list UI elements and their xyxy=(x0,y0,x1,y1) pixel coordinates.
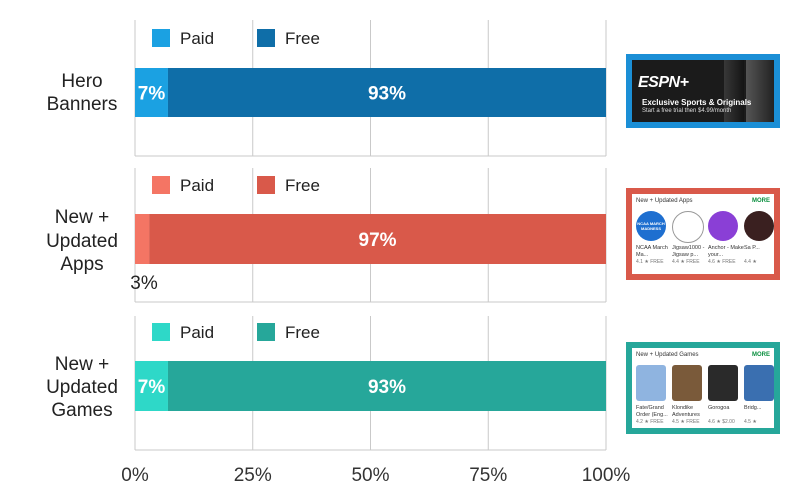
hero-banner-image: ESPN+ Exclusive Sports & Originals Start… xyxy=(632,60,774,122)
game-icon xyxy=(672,365,702,401)
game-icon xyxy=(744,365,774,401)
legend-swatch xyxy=(257,29,275,47)
espn-logo: ESPN+ xyxy=(638,74,689,91)
category-label: Apps xyxy=(60,254,103,275)
app-name: NCAA March Ma... xyxy=(636,245,668,258)
hero-banner-thumbnail: ESPN+ Exclusive Sports & Originals Start… xyxy=(626,54,780,128)
bar-segment-paid xyxy=(135,68,168,117)
app-icon xyxy=(672,211,704,243)
category-label: Updated xyxy=(46,231,118,252)
legend-swatch xyxy=(152,176,170,194)
updated-apps-thumbnail: New + Updated Apps MORE NCAA MARCH MADNE… xyxy=(626,188,780,280)
hero-banner-art xyxy=(746,60,774,122)
category-label: Hero xyxy=(61,71,102,92)
data-label: 93% xyxy=(368,84,406,105)
app-name: Jigsaw1000 - Jigsaw p... xyxy=(672,245,705,258)
game-name: Fate/Grand Order (Eng... xyxy=(636,405,668,418)
legend-swatch xyxy=(152,29,170,47)
updated-apps-card: New + Updated Apps MORE NCAA MARCH MADNE… xyxy=(632,194,774,274)
legend-swatch xyxy=(257,323,275,341)
game-name: Gorogoa xyxy=(708,405,730,411)
data-label: 93% xyxy=(368,377,406,398)
card-header: New + Updated Games xyxy=(636,352,699,358)
legend-swatch xyxy=(257,176,275,194)
data-label: 7% xyxy=(138,84,166,105)
updated-games-thumbnail: New + Updated Games MORE Fate/Grand Orde… xyxy=(626,342,780,434)
game-rating: 4.6 ★ $2.00 xyxy=(708,419,735,425)
game-name: Bridg... xyxy=(744,405,762,411)
app-rating: 4.4 ★ FREE xyxy=(672,259,700,265)
hero-banner-art xyxy=(724,60,744,122)
app-name: Sa P... xyxy=(744,245,760,251)
legend-label: Paid xyxy=(180,29,214,48)
legend-label: Paid xyxy=(180,323,214,342)
hero-banner-headline: Exclusive Sports & Originals xyxy=(642,98,752,107)
data-label: 7% xyxy=(138,377,166,398)
legend-label: Free xyxy=(285,29,320,48)
game-rating: 4.2 ★ FREE xyxy=(636,419,664,425)
more-link: MORE xyxy=(752,352,770,358)
legend-label: Paid xyxy=(180,176,214,195)
app-icon xyxy=(744,211,774,241)
app-name: Anchor - Make your... xyxy=(708,245,744,258)
app-rating: 4.1 ★ FREE xyxy=(636,259,664,265)
category-label: New + xyxy=(55,207,109,228)
x-tick-label: 25% xyxy=(234,465,272,486)
bar-segment-free xyxy=(167,361,606,411)
hero-banner-subline: Start a free trial then $4.99/month xyxy=(642,108,732,114)
category-label: Updated xyxy=(46,377,118,398)
bar-segment-paid xyxy=(135,361,168,411)
category-label: New + xyxy=(55,354,109,375)
x-tick-label: 100% xyxy=(582,465,631,486)
x-tick-label: 75% xyxy=(469,465,507,486)
bar-segment-paid xyxy=(135,214,150,264)
bar-segment-free xyxy=(149,214,606,264)
app-icon: NCAA MARCH MADNESS xyxy=(636,211,666,241)
game-rating: 4.5 ★ FREE xyxy=(672,419,700,425)
x-tick-label: 0% xyxy=(121,465,149,486)
x-axis: 0% 25% 50% 75% 100% xyxy=(121,465,630,486)
category-label: Banners xyxy=(47,94,118,115)
game-rating: 4.5 ★ xyxy=(744,419,757,425)
bar-segment-free xyxy=(167,68,606,117)
data-label: 97% xyxy=(359,230,397,251)
legend-label: Free xyxy=(285,176,320,195)
game-icon xyxy=(708,365,738,401)
card-header: New + Updated Apps xyxy=(636,198,693,204)
game-name: Klondike Adventures xyxy=(672,405,700,418)
x-tick-label: 50% xyxy=(351,465,389,486)
data-label: 3% xyxy=(130,273,158,294)
more-link: MORE xyxy=(752,198,770,204)
app-rating: 4.6 ★ FREE xyxy=(708,259,736,265)
updated-games-card: New + Updated Games MORE Fate/Grand Orde… xyxy=(632,348,774,428)
legend-label: Free xyxy=(285,323,320,342)
legend-swatch xyxy=(152,323,170,341)
app-rating: 4.4 ★ xyxy=(744,259,757,265)
app-icon xyxy=(708,211,738,241)
game-icon xyxy=(636,365,666,401)
category-label: Games xyxy=(51,400,112,421)
